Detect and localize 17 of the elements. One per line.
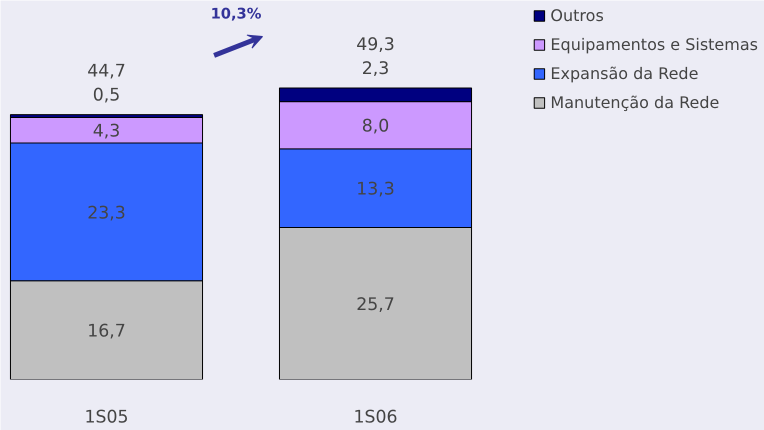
legend-label: Manutenção da Rede (550, 93, 720, 112)
total-label: 44,7 (87, 62, 126, 82)
legend-label: Outros (550, 6, 604, 25)
data-label: 25,7 (356, 295, 395, 316)
data-label: 13,3 (356, 180, 395, 200)
data-label: 2,3 (362, 58, 390, 79)
x-tick-label: 1S05 (84, 408, 129, 428)
legend-label: Expansão da Rede (550, 64, 698, 83)
legend-label: Equipamentos e Sistemas (550, 35, 758, 54)
total-label: 49,3 (356, 34, 395, 55)
data-label: 4,3 (92, 122, 120, 142)
data-label: 8,0 (362, 116, 390, 137)
data-label: 0,5 (92, 86, 120, 106)
x-tick-label: 1S06 (353, 408, 398, 428)
data-label: 16,7 (87, 322, 126, 342)
text: 10,3% (210, 5, 262, 22)
data-label: 23,3 (87, 203, 126, 224)
